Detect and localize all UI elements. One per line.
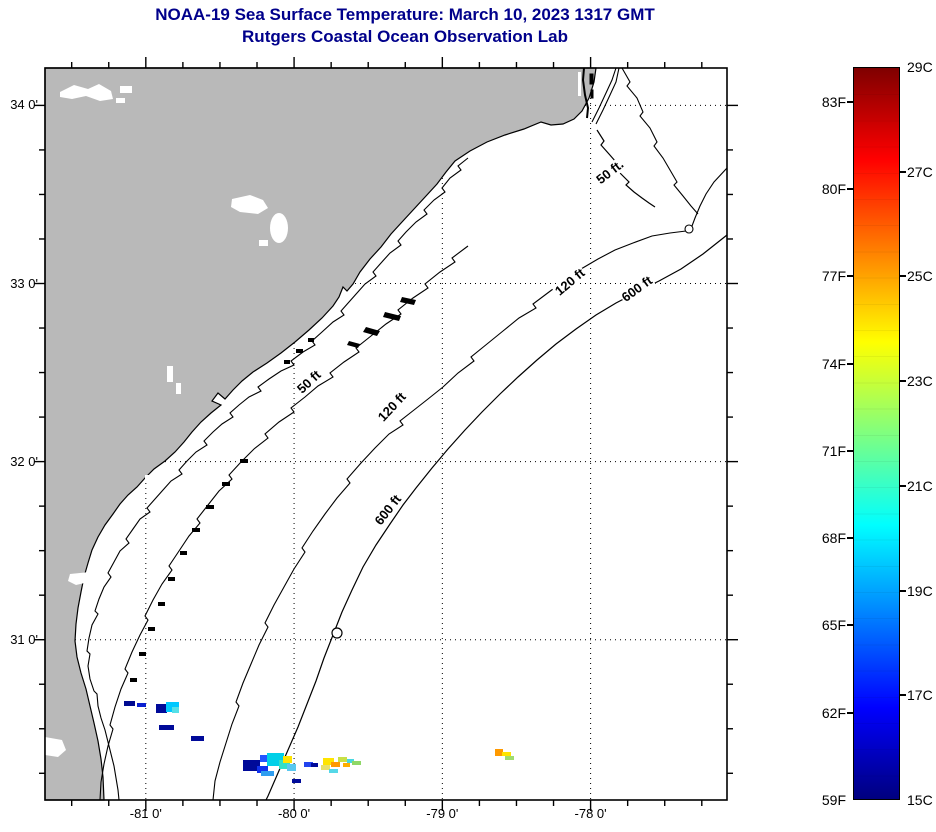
contour-lines: [99, 129, 728, 801]
colorbar-celsius-label: 23C: [907, 373, 933, 390]
x-axis-tick-label: -80 0': [278, 806, 311, 821]
y-axis-tick-label: 31 0': [10, 631, 38, 647]
colorbar-fahrenheit-label: 62F: [821, 704, 846, 721]
sst-patch: [321, 765, 330, 770]
y-axis-tick-label: 32 0': [10, 453, 38, 469]
contour-50ft-south: [99, 245, 469, 801]
colorbar-celsius-tick: [900, 170, 906, 173]
eddy-circle: [331, 627, 343, 639]
contour-ring: [684, 224, 694, 234]
sst-patch: [292, 779, 301, 783]
colorbar-fahrenheit-tick: [847, 449, 853, 452]
sst-patch: [261, 771, 274, 776]
sst-patch: [260, 755, 269, 762]
cloud-patches: [45, 72, 581, 757]
x-axis-tick-label: -78 0': [574, 806, 607, 821]
colorbar-celsius-label: 27C: [907, 163, 933, 180]
sst-patch: [338, 757, 347, 762]
colorbar-celsius-label: 19C: [907, 582, 933, 599]
colorbar-celsius-label: 21C: [907, 477, 933, 494]
coastline-detail: [86, 67, 699, 801]
colorbar-fahrenheit-tick: [847, 188, 853, 191]
y-axis-tick-label: 34 0': [10, 97, 38, 113]
sst-patch: [243, 760, 260, 771]
colorbar-fahrenheit-tick: [847, 362, 853, 365]
sst-patch: [159, 725, 174, 730]
colorbar-celsius-label: 25C: [907, 268, 933, 285]
colorbar-celsius-label: 15C: [907, 792, 933, 808]
sst-patch: [124, 701, 135, 706]
sst-patch: [329, 769, 338, 773]
land-mass: [44, 67, 597, 801]
colorbar-fahrenheit-tick: [847, 275, 853, 278]
sst-data-patches: [124, 701, 514, 783]
sst-patch: [343, 763, 350, 767]
colorbar-fahrenheit-tick: [847, 537, 853, 540]
sst-patch: [311, 763, 318, 767]
colorbar-celsius-label: 29C: [907, 59, 933, 75]
sst-patch: [257, 766, 268, 773]
sst-patch: [287, 764, 296, 771]
sst-patch: [191, 736, 204, 741]
colorbar-fahrenheit-label: 59F: [821, 792, 846, 808]
axis-ticks: [34, 57, 738, 811]
sst-patch: [137, 703, 146, 707]
colorbar-bands: [854, 68, 899, 799]
colorbar-celsius-tick: [900, 380, 906, 383]
map-frame: [44, 67, 728, 801]
contour-50ft-north: [596, 129, 656, 208]
sst-patch: [352, 761, 361, 765]
cape-river: [581, 67, 594, 119]
colorbar-celsius-label: 17C: [907, 687, 933, 704]
sst-patch: [156, 704, 167, 713]
sst-patch: [495, 749, 503, 756]
x-axis-tick-label: -81 0': [129, 806, 162, 821]
colorbar-celsius-tick: [900, 589, 906, 592]
contour-600ft: [265, 234, 728, 801]
colorbar-fahrenheit-label: 74F: [821, 355, 846, 372]
colorbar-fahrenheit-label: 65F: [821, 617, 846, 634]
sst-patch: [347, 759, 354, 763]
colorbar-celsius-tick: [900, 484, 906, 487]
sst-patch: [323, 758, 334, 765]
sst-patch: [304, 762, 313, 767]
sst-patch: [505, 756, 514, 760]
colorbar-fahrenheit-label: 80F: [821, 181, 846, 198]
colorbar-fahrenheit-label: 68F: [821, 530, 846, 547]
colorbar-celsius-tick: [900, 275, 906, 278]
colorbar-fahrenheit-label: 83F: [821, 93, 846, 110]
figure-title: NOAA-19 Sea Surface Temperature: March 1…: [155, 5, 655, 24]
figure-subtitle: Rutgers Coastal Ocean Observation Lab: [242, 27, 568, 46]
colorbar-fahrenheit-tick: [847, 711, 853, 714]
colorbar-celsius-tick: [900, 694, 906, 697]
sst-patch: [502, 752, 511, 756]
sst-patch: [331, 762, 340, 767]
colorbar-fahrenheit-tick: [847, 100, 853, 103]
colorbar-fahrenheit-label: 71F: [821, 442, 846, 459]
x-axis-tick-label: -79 0': [426, 806, 459, 821]
colorbar: [853, 67, 900, 800]
sst-patch: [283, 756, 292, 763]
sst-patch: [172, 707, 179, 713]
colorbar-fahrenheit-tick: [847, 624, 853, 627]
y-axis-tick-label: 33 0': [10, 275, 38, 291]
sst-patch: [279, 760, 290, 769]
colorbar-fahrenheit-label: 77F: [821, 268, 846, 285]
